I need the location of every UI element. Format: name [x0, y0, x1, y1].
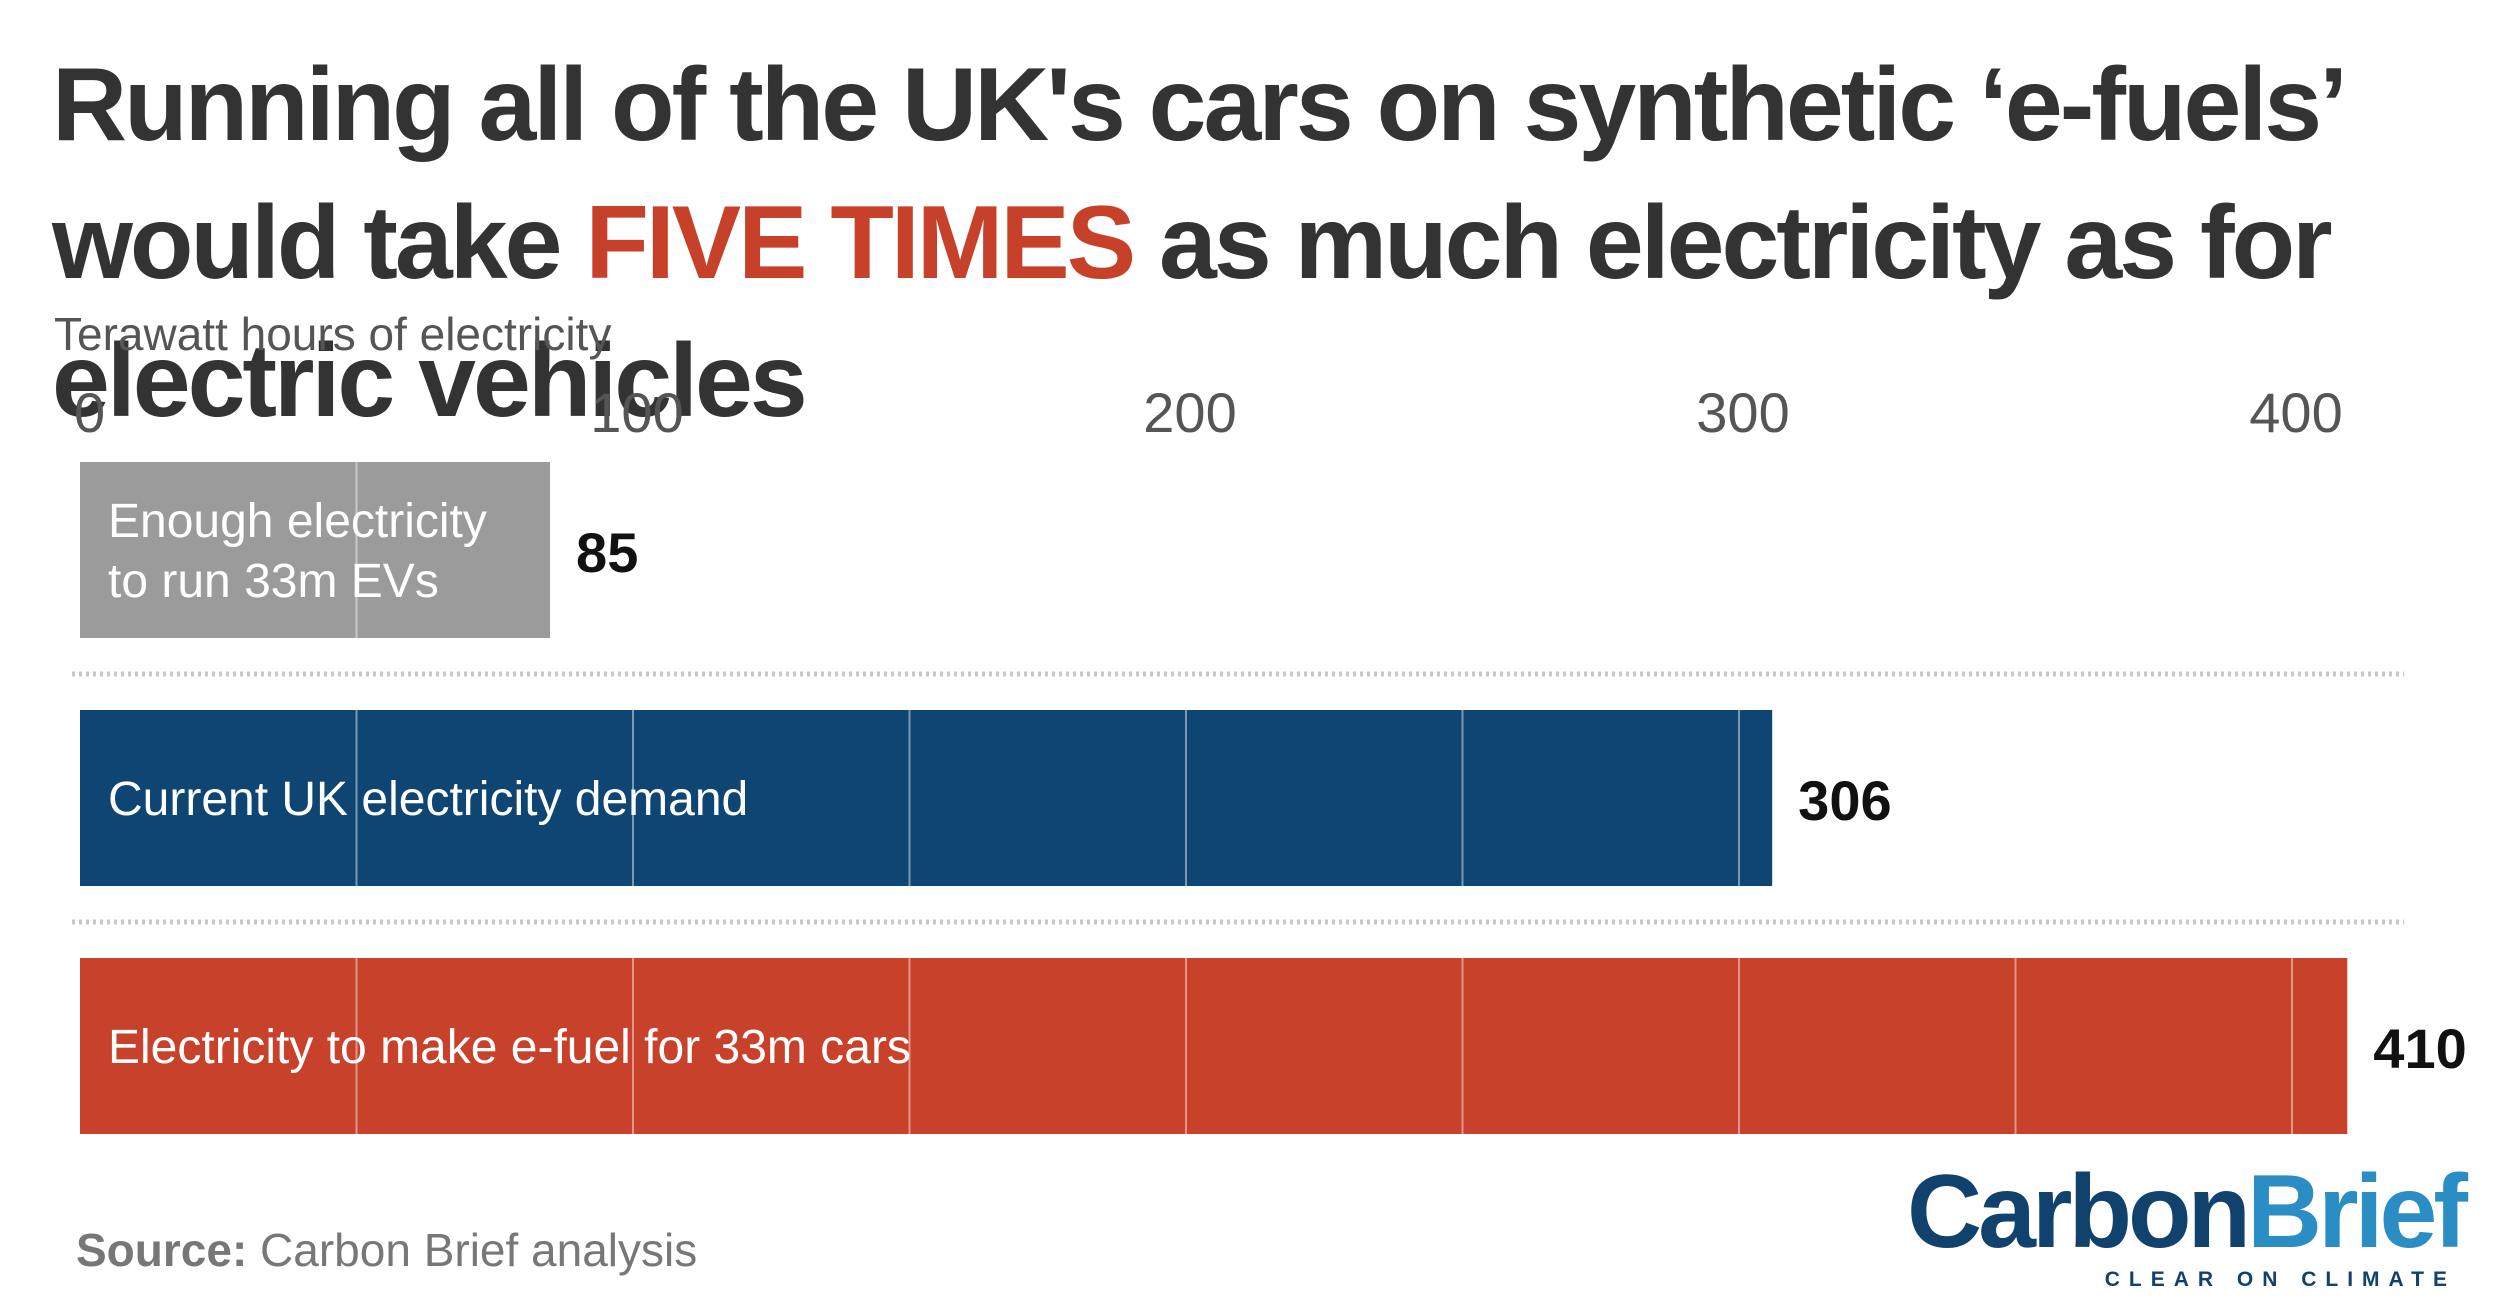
bar: [80, 462, 551, 638]
bar-category-label: Electricity to make e-fuel for 33m cars: [108, 1021, 911, 1074]
source-note: Source: Carbon Brief analysis: [76, 1222, 697, 1278]
x-tick-label: 400: [2249, 381, 2342, 444]
title-part-2: as much electricity as for electric vehi…: [52, 185, 2333, 439]
source-text: Carbon Brief analysis: [247, 1224, 698, 1276]
logo-word-carbon: Carbon: [1907, 1154, 2251, 1270]
bar-category-label: Current UK electricity demand: [108, 773, 748, 826]
source-label: Source:: [76, 1224, 248, 1276]
carbon-brief-logo: CarbonBrief CLEAR ON CLIMATE: [1907, 1160, 2468, 1292]
x-tick-label: 200: [1143, 381, 1236, 444]
x-tick-label: 0: [74, 381, 105, 444]
bar: [80, 958, 2348, 1134]
x-tick-label: 300: [1696, 381, 1789, 444]
bar-value-label: 306: [1798, 769, 1891, 832]
bar-value-label: 85: [576, 521, 638, 584]
logo-word-brief: Brief: [2247, 1154, 2468, 1270]
title-part-1: Running all of the UK's cars on syntheti…: [52, 47, 2342, 301]
bar: [80, 710, 1773, 886]
axis-unit-label: Terawatt hours of electricity: [54, 308, 612, 360]
bar-value-label: 410: [2373, 1017, 2466, 1080]
chart-title: Running all of the UK's cars on syntheti…: [52, 36, 2472, 450]
logo-wordmark: CarbonBrief: [1907, 1160, 2468, 1264]
logo-tagline: CLEAR ON CLIMATE: [2104, 1268, 2456, 1291]
title-highlight: FIVE TIMES: [585, 185, 1136, 301]
x-tick-label: 100: [590, 381, 683, 444]
bar-category-label: Enough electricity to run 33m EVs: [108, 495, 487, 608]
